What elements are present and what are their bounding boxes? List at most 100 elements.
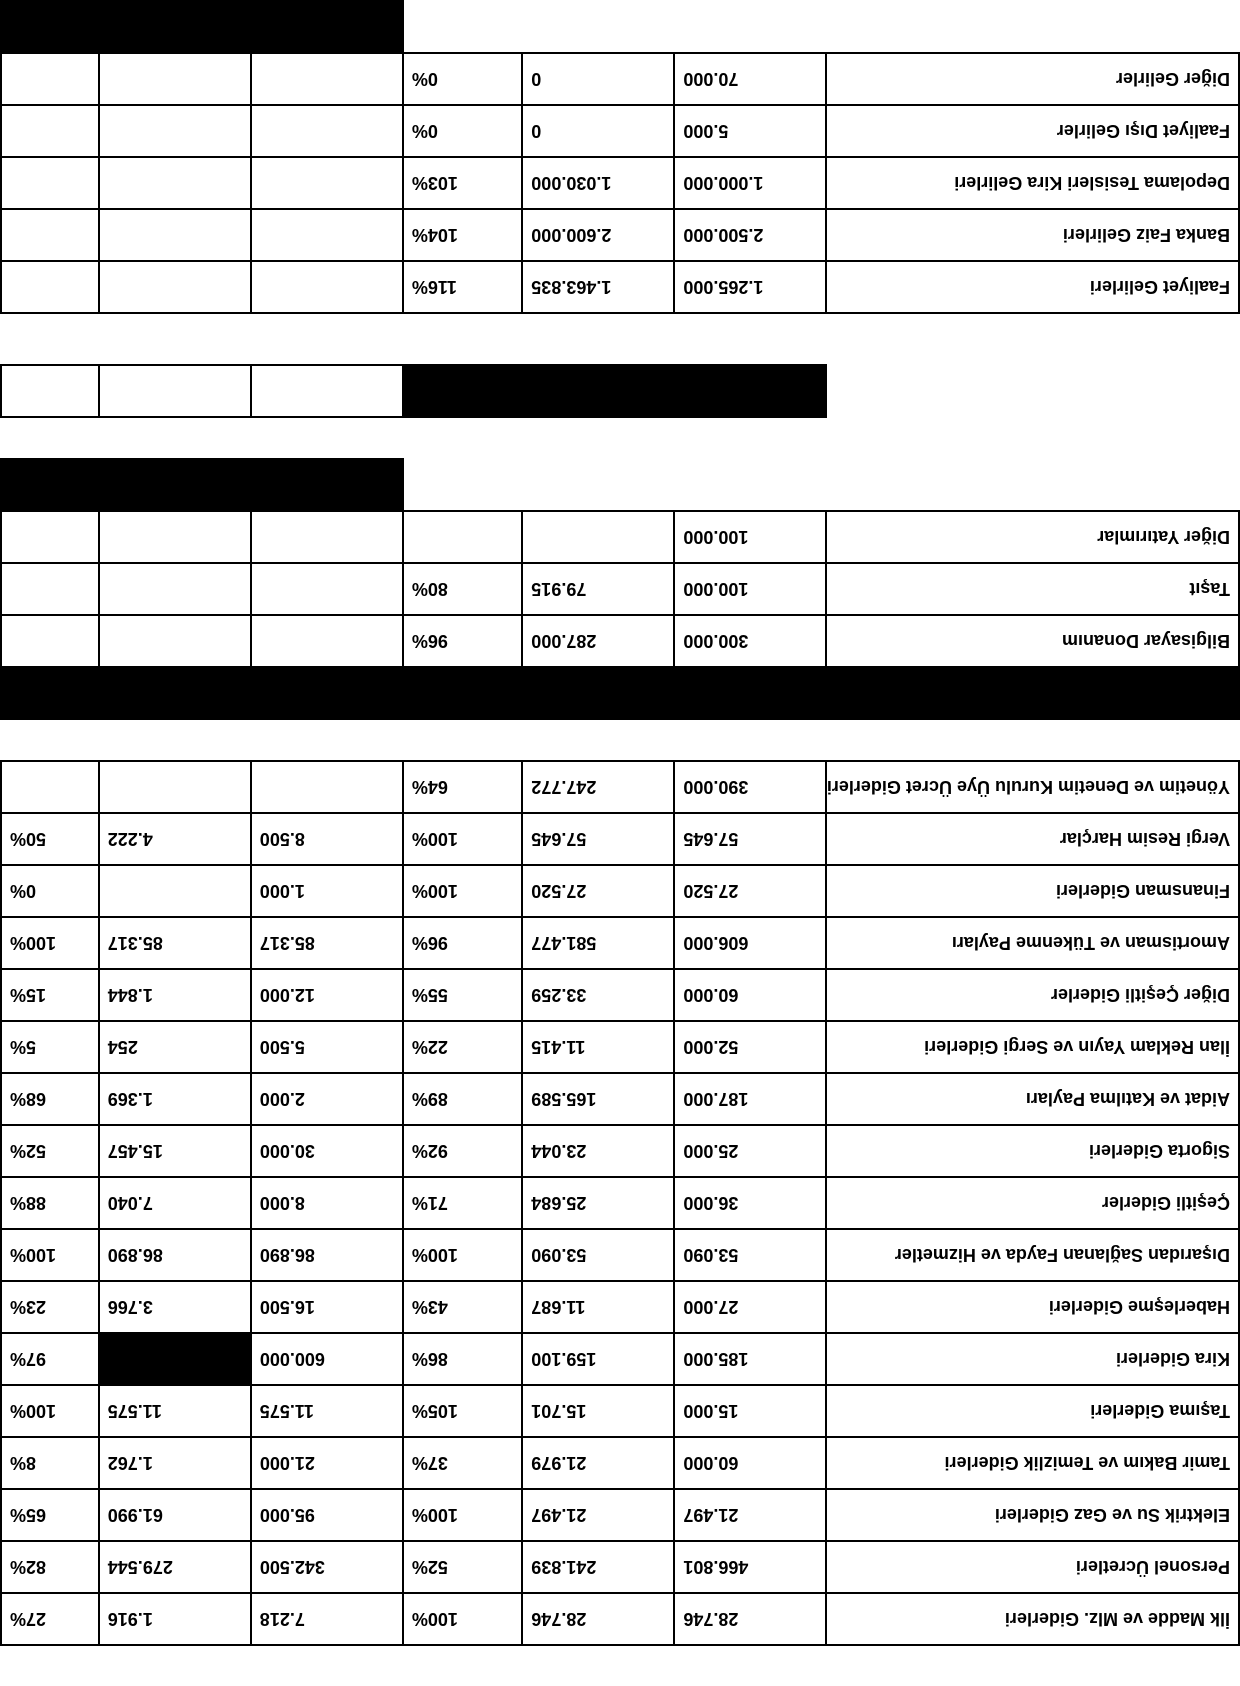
- row-value: [99, 157, 251, 209]
- row-label: Tamir Bakım ve Temizlik Giderleri: [826, 1437, 1239, 1489]
- row-value: 100%: [1, 1385, 99, 1437]
- row-value: 23%: [1, 1281, 99, 1333]
- row-value: 60.000: [674, 969, 826, 1021]
- row-value: 8.000: [251, 1177, 403, 1229]
- row-label: Haberleşme Giderleri: [826, 1281, 1239, 1333]
- row-value: [251, 615, 403, 667]
- row-label: Depolama Tesisleri Kira Gelirleri: [826, 157, 1239, 209]
- row-value: 100%: [403, 865, 522, 917]
- row-label: Diğer Gelirler: [826, 53, 1239, 105]
- row-value: 1.916: [99, 1593, 251, 1645]
- row-value: 15%: [1, 969, 99, 1021]
- row-value: 159.100: [522, 1333, 674, 1385]
- investments-table: Bilgisayar Donanım300.000287.00096%Taşıt…: [0, 458, 1240, 720]
- row-value: [99, 511, 251, 563]
- row-label: Diğer Yatırımlar: [826, 511, 1239, 563]
- row-value: [674, 667, 826, 719]
- row-value: 71%: [403, 1177, 522, 1229]
- row-value: 85.317: [251, 917, 403, 969]
- row-value: 15.701: [522, 1385, 674, 1437]
- row-value: 15.457: [99, 1125, 251, 1177]
- row-label: Elektrik Su ve Gaz Giderleri: [826, 1489, 1239, 1541]
- row-value: 2.000: [251, 1073, 403, 1125]
- row-value: [251, 761, 403, 813]
- row-value: 254: [99, 1021, 251, 1073]
- table-row: Bilgisayar Donanım300.000287.00096%: [1, 615, 1239, 667]
- row-value: 11.415: [522, 1021, 674, 1073]
- row-value: 100%: [403, 1593, 522, 1645]
- row-value: 100%: [1, 917, 99, 969]
- table-row: Kira Giderleri185.000159.10086%600.00097…: [1, 1333, 1239, 1385]
- row-label: Yönetim ve Denetim Kurulu Üye Ücret Gide…: [826, 761, 1239, 813]
- row-label: Amortisman ve Tükenme Payları: [826, 917, 1239, 969]
- row-value: [1, 667, 99, 719]
- row-value: 33.259: [522, 969, 674, 1021]
- row-value: [674, 365, 826, 417]
- row-value: 5.000: [674, 105, 826, 157]
- row-value: 606.000: [674, 917, 826, 969]
- row-value: 7.218: [251, 1593, 403, 1645]
- row-value: 1.265.000: [674, 261, 826, 313]
- row-value: 581.477: [522, 917, 674, 969]
- row-label: İlk Madde ve Mlz. Giderleri: [826, 1593, 1239, 1645]
- row-value: [522, 511, 674, 563]
- row-value: 1.463.835: [522, 261, 674, 313]
- row-value: 187.000: [674, 1073, 826, 1125]
- table-row: Çeşitli Giderler36.00025.68471%8.0007.04…: [1, 1177, 1239, 1229]
- row-value: 104%: [403, 209, 522, 261]
- row-value: [251, 667, 403, 719]
- row-label: Faaliyet Gelirleri: [826, 261, 1239, 313]
- revenues-table: Faaliyet Gelirleri1.265.0001.463.835116%…: [0, 0, 1240, 418]
- row-value: 27.000: [674, 1281, 826, 1333]
- row-value: 50%: [1, 813, 99, 865]
- row-value: 12.000: [251, 969, 403, 1021]
- section-header-black: [1, 365, 1239, 417]
- table-row: Depolama Tesisleri Kira Gelirleri1.000.0…: [1, 157, 1239, 209]
- row-value: 22%: [403, 1021, 522, 1073]
- row-value: 96%: [403, 917, 522, 969]
- row-value: 103%: [403, 157, 522, 209]
- row-value: [251, 105, 403, 157]
- row-label: Faaliyet Dışı Gelirler: [826, 105, 1239, 157]
- row-value: [1, 261, 99, 313]
- row-value: 52.000: [674, 1021, 826, 1073]
- table-row: Diğer Çeşitli Giderler60.00033.25955%12.…: [1, 969, 1239, 1021]
- row-value: [99, 261, 251, 313]
- row-value: 0: [522, 53, 674, 105]
- row-value: 52%: [1, 1125, 99, 1177]
- table-row: Yönetim ve Denetim Kurulu Üye Ücret Gide…: [1, 761, 1239, 813]
- row-value: 116%: [403, 261, 522, 313]
- row-value: 57.645: [522, 813, 674, 865]
- row-value: 100%: [403, 1489, 522, 1541]
- row-value: 300.000: [674, 615, 826, 667]
- row-value: [251, 53, 403, 105]
- row-value: 15.000: [674, 1385, 826, 1437]
- row-value: 64%: [403, 761, 522, 813]
- table-row: Sigorta Giderleri25.00023.04492%30.00015…: [1, 1125, 1239, 1177]
- table-row: Finansman Giderleri27.52027.520100%1.000…: [1, 865, 1239, 917]
- row-value: [251, 261, 403, 313]
- row-value: [1, 511, 99, 563]
- row-value: 7.040: [99, 1177, 251, 1229]
- row-value: 27%: [1, 1593, 99, 1645]
- row-value: 1.844: [99, 969, 251, 1021]
- row-value: 185.000: [674, 1333, 826, 1385]
- row-value: 1.000.000: [674, 157, 826, 209]
- row-value: 27.520: [674, 865, 826, 917]
- row-value: [1, 563, 99, 615]
- row-value: [99, 209, 251, 261]
- expenses-table: İlk Madde ve Mlz. Giderleri28.74628.7461…: [0, 760, 1240, 1646]
- row-value: [1, 157, 99, 209]
- row-value: 70.000: [674, 53, 826, 105]
- row-value: 36.000: [674, 1177, 826, 1229]
- row-value: [251, 365, 403, 417]
- row-value: 1.030.000: [522, 157, 674, 209]
- row-value: [1, 459, 99, 511]
- row-value: 21.497: [522, 1489, 674, 1541]
- row-label: Kira Giderleri: [826, 1333, 1239, 1385]
- row-value: 43%: [403, 1281, 522, 1333]
- row-value: 53.090: [674, 1229, 826, 1281]
- row-value: [1, 365, 99, 417]
- table-row: Amortisman ve Tükenme Payları606.000581.…: [1, 917, 1239, 969]
- row-value: [99, 1333, 251, 1385]
